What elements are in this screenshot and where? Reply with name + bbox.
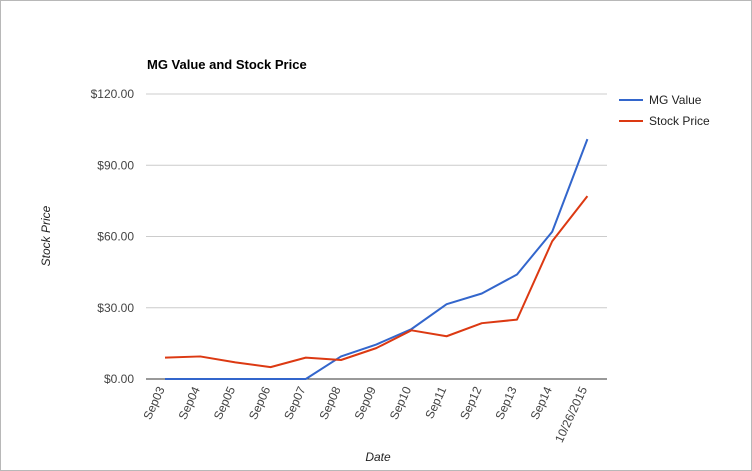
x-tick-label: Sep13 [492, 384, 519, 422]
x-tick-label: Sep03 [140, 384, 167, 422]
gridlines [146, 93, 607, 309]
chart-title: MG Value and Stock Price [147, 57, 307, 72]
x-tick-label: Sep09 [352, 384, 379, 422]
y-tick-label: $30.00 [97, 301, 134, 315]
series-line-1 [164, 195, 589, 369]
series-lines [164, 138, 589, 380]
legend: MG Value Stock Price [619, 93, 710, 128]
x-tick-label: Sep08 [316, 384, 343, 422]
x-tick-label: Sep06 [246, 384, 273, 422]
y-tick-label: $120.00 [91, 87, 135, 101]
x-tick-label: Sep05 [211, 384, 238, 422]
y-tick-label: $90.00 [97, 158, 134, 172]
x-axis-title: Date [365, 450, 391, 464]
y-tick-label: $60.00 [97, 230, 134, 244]
legend-label: MG Value [649, 93, 702, 107]
x-axis-ticks: Sep03 Sep04 Sep05 Sep06 Sep07 Sep08 Sep09 Sep10… [140, 384, 590, 445]
y-tick-label: $0.00 [104, 372, 134, 386]
y-axis-title: Stock Price [39, 205, 53, 266]
legend-label: Stock Price [649, 114, 710, 128]
series-line-0 [165, 138, 589, 380]
x-tick-label: 10/26/2015 [552, 384, 590, 445]
y-axis-ticks: $0.00 $30.00 $60.00 $90.00 $120.00 [91, 87, 135, 386]
x-tick-label: Sep04 [176, 384, 203, 422]
x-tick-label: Sep14 [528, 384, 555, 422]
x-tick-label: Sep11 [422, 384, 449, 421]
x-tick-label: Sep07 [281, 384, 308, 422]
x-tick-label: Sep12 [457, 384, 484, 422]
x-tick-label: Sep10 [387, 384, 414, 422]
